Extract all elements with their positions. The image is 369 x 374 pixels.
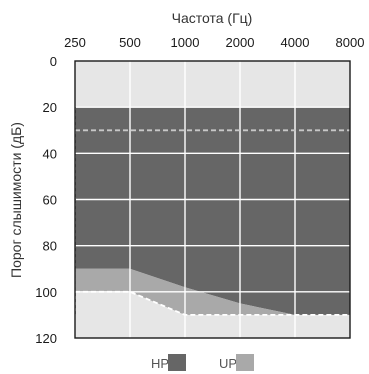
legend-label-up: UP — [219, 356, 237, 371]
x-tick-label-500: 500 — [119, 35, 141, 50]
x-axis-title: Частота (Гц) — [172, 10, 253, 26]
legend-swatch-up — [236, 354, 254, 371]
y-tick-label-80: 80 — [43, 239, 57, 254]
y-tick-label-60: 60 — [43, 193, 57, 208]
series-area-up — [75, 268, 350, 315]
y-axis-title: Порог слышимости (дБ) — [8, 122, 24, 278]
legend: HP UP — [151, 354, 254, 371]
plot-frame — [74, 60, 351, 339]
y-tick-label-100: 100 — [35, 285, 57, 300]
legend-label-hp: HP — [151, 356, 169, 371]
x-tick-label-250: 250 — [64, 35, 86, 50]
reference-line-2 — [75, 290, 350, 316]
x-tick-label-8000: 8000 — [336, 35, 365, 50]
y-tick-label-40: 40 — [43, 146, 57, 161]
series-area-hp — [75, 107, 350, 315]
legend-swatch-hp — [168, 354, 186, 371]
x-tick-label-4000: 4000 — [281, 35, 310, 50]
x-tick-label-2000: 2000 — [226, 35, 255, 50]
y-tick-label-0: 0 — [50, 54, 57, 69]
x-tick-label-1000: 1000 — [171, 35, 200, 50]
y-tick-label-120: 120 — [35, 331, 57, 346]
y-tick-label-20: 20 — [43, 100, 57, 115]
